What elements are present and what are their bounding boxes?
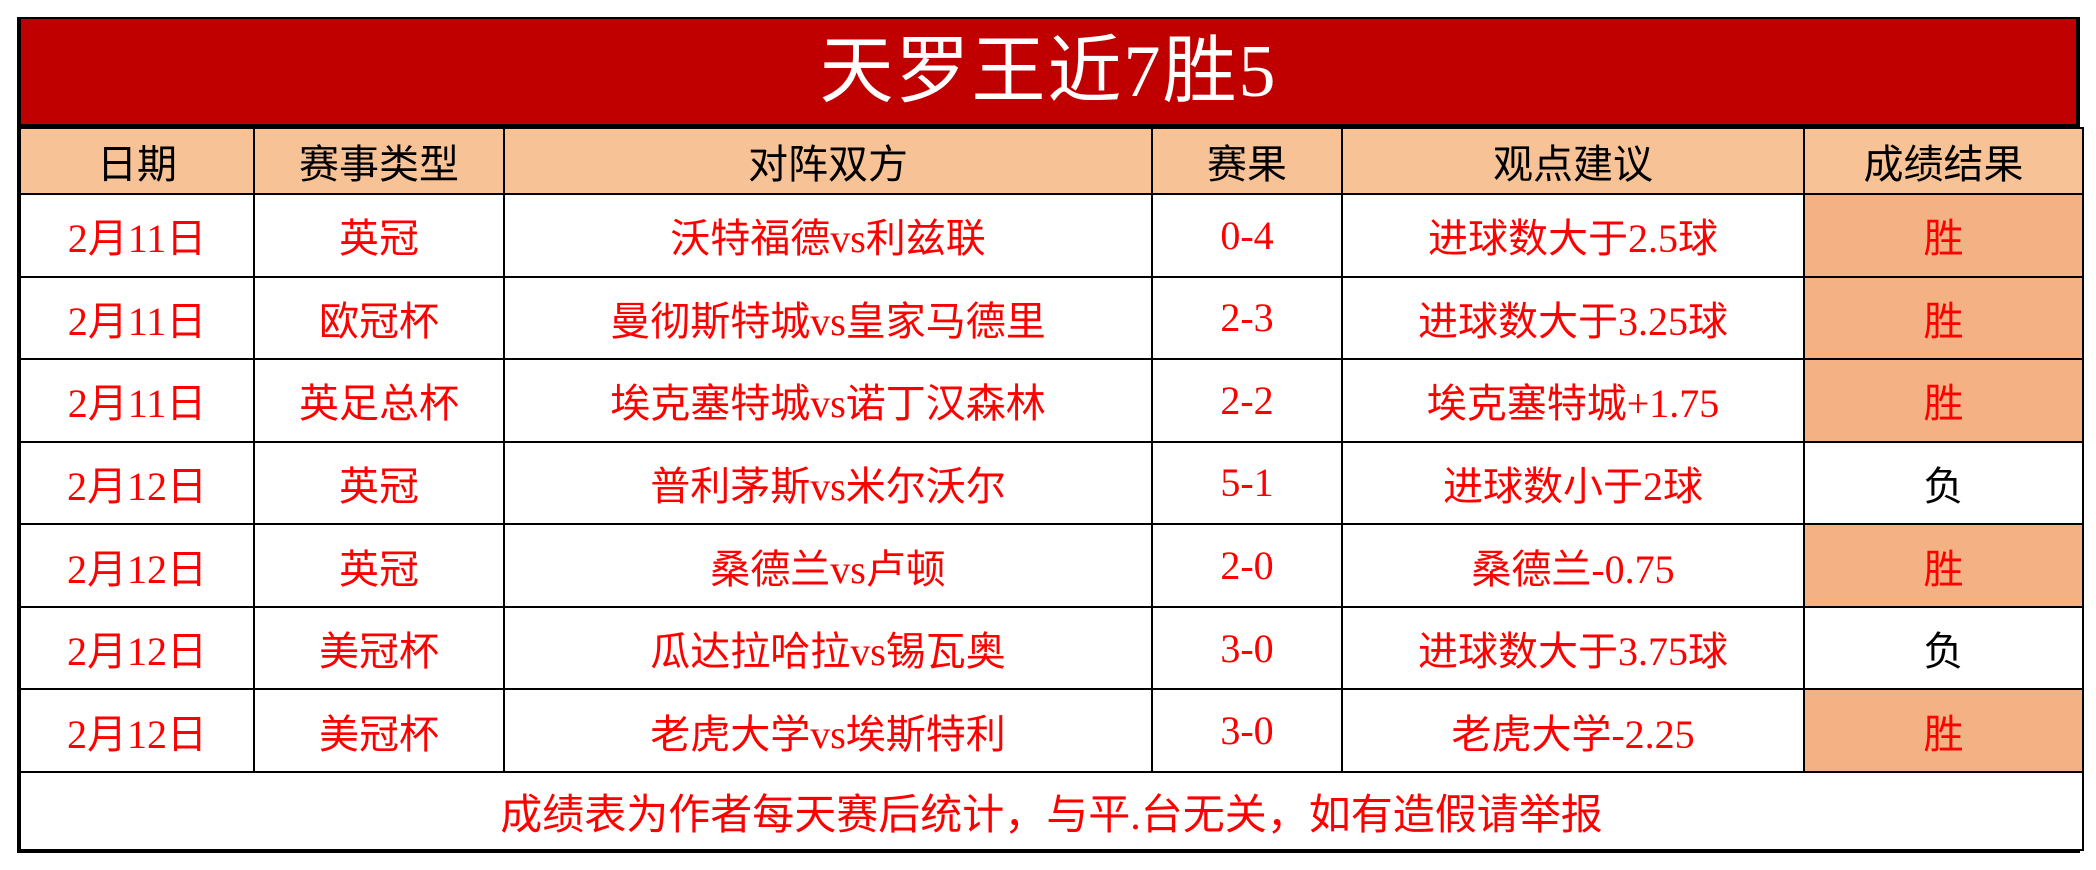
table-row: 2月12日 英冠 普利茅斯vs米尔沃尔 5-1 进球数小于2球负 xyxy=(19,440,2084,526)
footer-row: 成绩表为作者每天赛后统计，与平.台无关，如有造假请举报 xyxy=(19,771,2084,851)
cell-score: 2-0 xyxy=(1151,523,1343,608)
status-badge: 负 xyxy=(1803,605,2084,691)
cell-competition: 欧冠杯 xyxy=(253,275,505,361)
cell-advice: 进球数大于2.5球 xyxy=(1341,193,1805,278)
status-badge: 胜 xyxy=(1803,275,2084,361)
cell-match: 老虎大学vs埃斯特利 xyxy=(503,688,1153,773)
cell-advice: 埃克塞特城+1.75 xyxy=(1341,358,1805,443)
column-header-result: 成绩结果 xyxy=(1803,127,2084,195)
cell-match: 普利茅斯vs米尔沃尔 xyxy=(503,440,1153,526)
cell-date: 2月11日 xyxy=(19,193,255,278)
cell-advice: 进球数小于2球 xyxy=(1341,440,1805,526)
cell-competition: 英足总杯 xyxy=(253,358,505,443)
cell-score: 3-0 xyxy=(1151,688,1343,773)
table-footer: 成绩表为作者每天赛后统计，与平.台无关，如有造假请举报 xyxy=(19,771,2084,851)
cell-match: 曼彻斯特城vs皇家马德里 xyxy=(503,275,1153,361)
table-row: 2月11日 英冠 沃特福德vs利兹联 0-4 进球数大于2.5球胜 xyxy=(19,193,2084,278)
table-row: 2月12日 美冠杯 瓜达拉哈拉vs锡瓦奥 3-0 进球数大于3.75球负 xyxy=(19,605,2084,691)
cell-match: 桑德兰vs卢顿 xyxy=(503,523,1153,608)
column-header-competition: 赛事类型 xyxy=(253,127,505,195)
column-header-advice: 观点建议 xyxy=(1341,127,1805,195)
cell-competition: 英冠 xyxy=(253,523,505,608)
cell-score: 5-1 xyxy=(1151,440,1343,526)
cell-competition: 英冠 xyxy=(253,193,505,278)
cell-score: 3-0 xyxy=(1151,605,1343,691)
cell-score: 2-2 xyxy=(1151,358,1343,443)
status-badge: 负 xyxy=(1803,440,2084,526)
cell-match: 瓜达拉哈拉vs锡瓦奥 xyxy=(503,605,1153,691)
cell-competition: 美冠杯 xyxy=(253,605,505,691)
table-row: 2月12日 美冠杯 老虎大学vs埃斯特利 3-0 老虎大学-2.25 胜 xyxy=(19,688,2084,773)
table-row: 2月12日 英冠 桑德兰vs卢顿 2-0 桑德兰-0.75 胜 xyxy=(19,523,2084,608)
results-sheet: 天罗王近7胜5 日期 赛事类型 对阵双方 赛果 观点建议 成绩结果 xyxy=(17,17,2084,853)
status-badge: 胜 xyxy=(1803,688,2084,773)
table-header-row: 日期 赛事类型 对阵双方 赛果 观点建议 成绩结果 xyxy=(19,127,2084,195)
cell-date: 2月11日 xyxy=(19,275,255,361)
cell-match: 沃特福德vs利兹联 xyxy=(503,193,1153,278)
status-badge: 胜 xyxy=(1803,193,2084,278)
table-body: 2月11日 英冠 沃特福德vs利兹联 0-4 进球数大于2.5球胜 2月11日 欧冠杯 曼彻斯… xyxy=(19,193,2084,773)
results-table: 日期 赛事类型 对阵双方 赛果 观点建议 成绩结果 2月11日 英冠 沃特福德vs利… xyxy=(19,127,2084,851)
cell-match: 埃克塞特城vs诺丁汉森林 xyxy=(503,358,1153,443)
cell-advice: 桑德兰-0.75 xyxy=(1341,523,1805,608)
column-header-date: 日期 xyxy=(19,127,255,195)
cell-date: 2月12日 xyxy=(19,523,255,608)
cell-advice: 进球数大于3.25球 xyxy=(1341,275,1805,361)
cell-date: 2月12日 xyxy=(19,605,255,691)
cell-score: 0-4 xyxy=(1151,193,1343,278)
cell-date: 2月12日 xyxy=(19,440,255,526)
cell-advice: 进球数大于3.75球 xyxy=(1341,605,1805,691)
cell-date: 2月11日 xyxy=(19,358,255,443)
column-header-match: 对阵双方 xyxy=(503,127,1153,195)
cell-date: 2月12日 xyxy=(19,688,255,773)
column-header-score: 赛果 xyxy=(1151,127,1343,195)
cell-competition: 英冠 xyxy=(253,440,505,526)
cell-advice: 老虎大学-2.25 xyxy=(1341,688,1805,773)
footer-note: 成绩表为作者每天赛后统计，与平.台无关，如有造假请举报 xyxy=(19,771,2084,851)
status-badge: 胜 xyxy=(1803,358,2084,443)
page-title: 天罗王近7胜5 xyxy=(819,30,1278,113)
table-row: 2月11日 欧冠杯 曼彻斯特城vs皇家马德里 2-3 进球数大于3.25球胜 xyxy=(19,275,2084,361)
cell-competition: 美冠杯 xyxy=(253,688,505,773)
table-header: 日期 赛事类型 对阵双方 赛果 观点建议 成绩结果 xyxy=(19,127,2084,195)
status-badge: 胜 xyxy=(1803,523,2084,608)
title-banner: 天罗王近7胜5 xyxy=(19,17,2078,127)
table-row: 2月11日 英足总杯 埃克塞特城vs诺丁汉森林 2-2 埃克塞特城+1.75 胜 xyxy=(19,358,2084,443)
cell-score: 2-3 xyxy=(1151,275,1343,361)
